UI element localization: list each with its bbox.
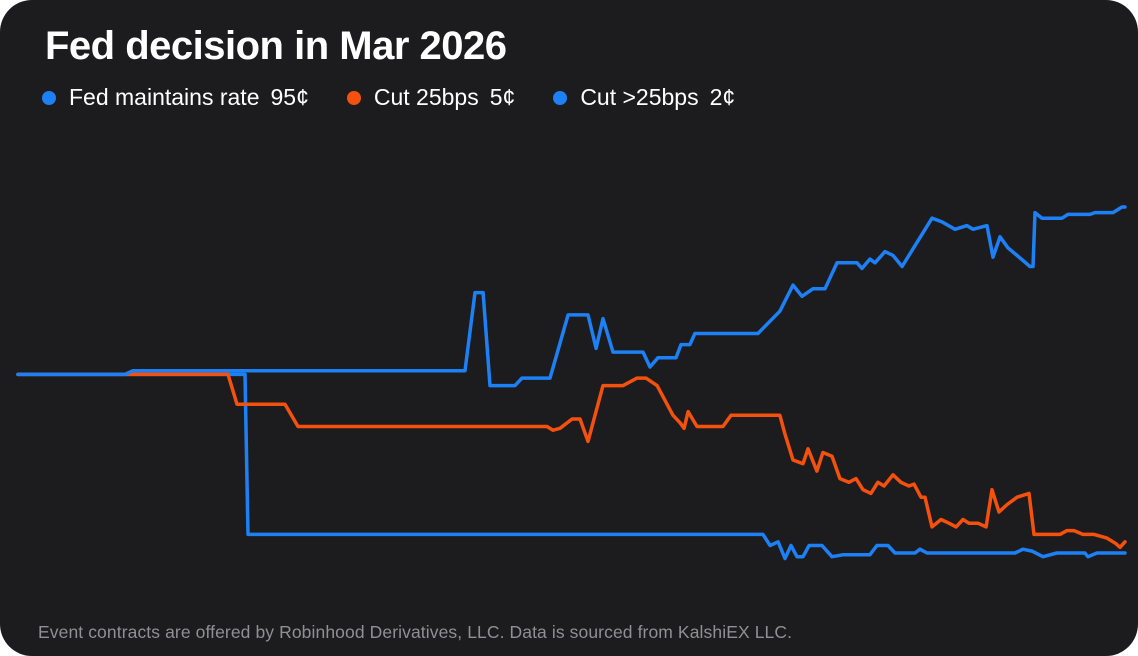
disclaimer-text: Event contracts are offered by Robinhood…	[38, 622, 793, 642]
legend-item-cut-gt-25bps: Cut >25bps 2¢	[553, 84, 735, 111]
series-line-cut-25bps	[16, 372, 1127, 561]
legend-price: 5¢	[489, 84, 516, 110]
series-dot-icon	[346, 90, 361, 105]
legend-label: Cut >25bps	[580, 84, 699, 110]
legend-item-fed-maintains-rate: Fed maintains rate 95¢	[42, 84, 309, 111]
legend-label: Cut 25bps	[373, 84, 479, 110]
legend-price: 95¢	[270, 84, 309, 110]
legend: Fed maintains rate 95¢ Cut 25bps 5¢ Cut …	[42, 84, 735, 111]
series-dot-icon	[42, 90, 56, 105]
legend-price: 2¢	[709, 84, 736, 110]
series-dot-icon	[553, 90, 568, 105]
series-line-cut-25bps	[16, 372, 1127, 550]
legend-item-cut-25bps: Cut 25bps 5¢	[346, 84, 516, 111]
page-title: Fed decision in Mar 2026	[45, 24, 507, 68]
series-line-fed-maintains-rate	[16, 205, 1127, 388]
legend-label: Fed maintains rate	[69, 84, 260, 110]
